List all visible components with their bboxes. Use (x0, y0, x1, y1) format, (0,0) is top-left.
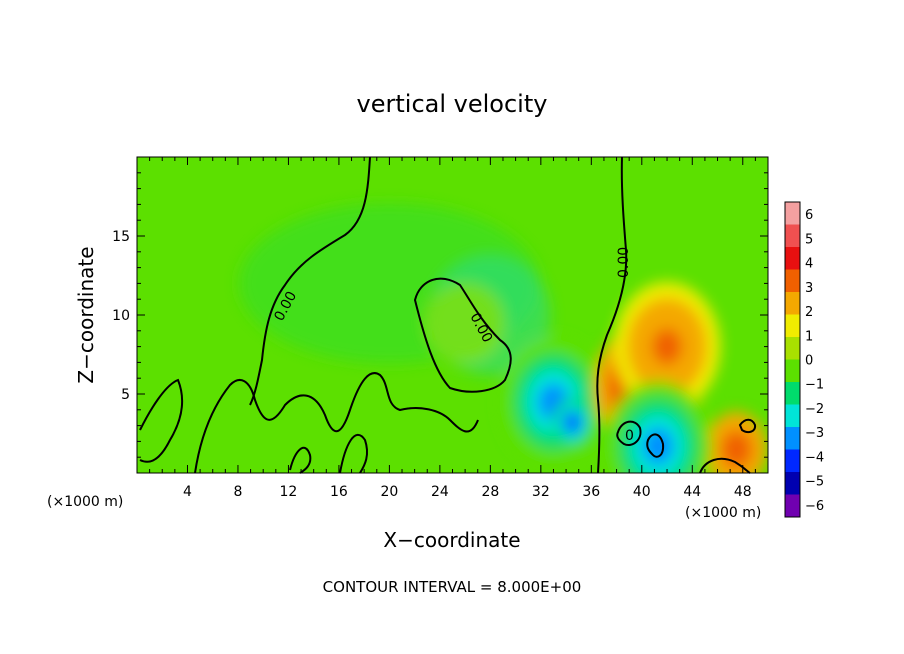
colorbar: 6 5 4 3 2 1 0 −1 −2 −3 −4 −5 −6 (784, 201, 824, 518)
x-tick-label: 32 (532, 484, 550, 500)
colorbar-tick-label: −5 (805, 475, 824, 490)
colorbar-tick-label: 4 (805, 257, 813, 272)
contour-center-lobe (413, 277, 512, 393)
colorbar-tick-label: −4 (805, 450, 824, 465)
colorbar-swatch-11 (785, 449, 800, 472)
colorbar-tick-label: −1 (805, 378, 824, 393)
contour-low-left (139, 378, 184, 463)
colorbar-swatch-7 (785, 359, 800, 382)
contour-right-edge (738, 418, 757, 434)
contour-low-small (289, 446, 312, 474)
colorbar-tick-label: −3 (805, 426, 824, 441)
x-unit-label-left: (×1000 m) (47, 494, 123, 510)
x-tick-label: 20 (380, 484, 398, 500)
colorbar-tick-label: 2 (805, 305, 813, 320)
colorbar-swatch-1 (785, 224, 800, 247)
contour-left-plume (249, 156, 371, 406)
x-tick-label: 8 (233, 484, 242, 500)
x-unit-label-right: (×1000 m) (685, 505, 761, 521)
contour-small-downdraft (646, 433, 665, 458)
colorbar-tick-label: 1 (805, 329, 813, 344)
x-tick-label: 24 (431, 484, 449, 500)
feature-1-layer-3 (566, 415, 578, 430)
chart-title: vertical velocity (357, 90, 548, 118)
contour-updraft-core (616, 420, 642, 446)
x-tick-label: 16 (330, 484, 348, 500)
x-tick-label: 36 (582, 484, 600, 500)
colorbar-swatch-0 (785, 202, 800, 225)
contour-right-plume (596, 156, 628, 474)
colorbar-swatch-13 (785, 494, 800, 517)
colorbar-tick-label: 5 (805, 232, 813, 247)
colorbar-swatch-9 (785, 404, 800, 427)
contour-right-low (699, 457, 751, 474)
x-axis: 4 8 12 16 20 24 28 32 36 40 44 48 (149, 157, 756, 500)
x-tick-label: 48 (734, 484, 752, 500)
colorbar-tick-label: 6 (805, 208, 813, 223)
x-tick-label: 4 (183, 484, 192, 500)
y-axis-title: Z−coordinate (74, 246, 98, 383)
colorbar-swatch-4 (785, 292, 800, 315)
y-tick-label: 10 (112, 308, 130, 324)
zero-contour-lines (139, 156, 757, 474)
colorbar-swatch-8 (785, 382, 800, 405)
contour-low-small2 (339, 433, 369, 474)
colorbar-frame (784, 201, 801, 518)
colorbar-tick-label: 3 (805, 281, 813, 296)
colorbar-tick-label: −6 (805, 499, 824, 514)
colorbar-swatch-2 (785, 247, 800, 270)
colorbar-swatch-5 (785, 314, 800, 337)
feature-5-layer-3 (727, 438, 746, 460)
x-tick-label: 44 (683, 484, 701, 500)
colorbar-swatch-12 (785, 472, 800, 495)
x-tick-label: 40 (633, 484, 651, 500)
colorbar-swatch-10 (785, 427, 800, 450)
region-center-lobe (425, 282, 506, 363)
contour-label-core: 0 (625, 428, 634, 444)
colorbar-swatch-3 (785, 269, 800, 292)
contour-interval-note: CONTOUR INTERVAL = 8.000E+00 (323, 578, 582, 596)
y-tick-label: 15 (112, 229, 130, 245)
x-axis-title: X−coordinate (383, 528, 520, 552)
colorbar-tick-label: 0 (805, 354, 813, 369)
feature-3-layer-3 (652, 328, 682, 365)
colorbar-tick-label: −2 (805, 402, 824, 417)
x-tick-label: 12 (280, 484, 298, 500)
y-axis: 5 10 15 (112, 172, 768, 458)
plot-area: 0.00 0.00 0.00 0 (136, 156, 769, 474)
x-tick-label: 28 (481, 484, 499, 500)
contour-low-band (194, 372, 479, 474)
y-tick-label: 5 (121, 387, 130, 403)
colorbar-swatch-6 (785, 337, 800, 360)
contour-label-right: 0.00 (616, 247, 632, 278)
